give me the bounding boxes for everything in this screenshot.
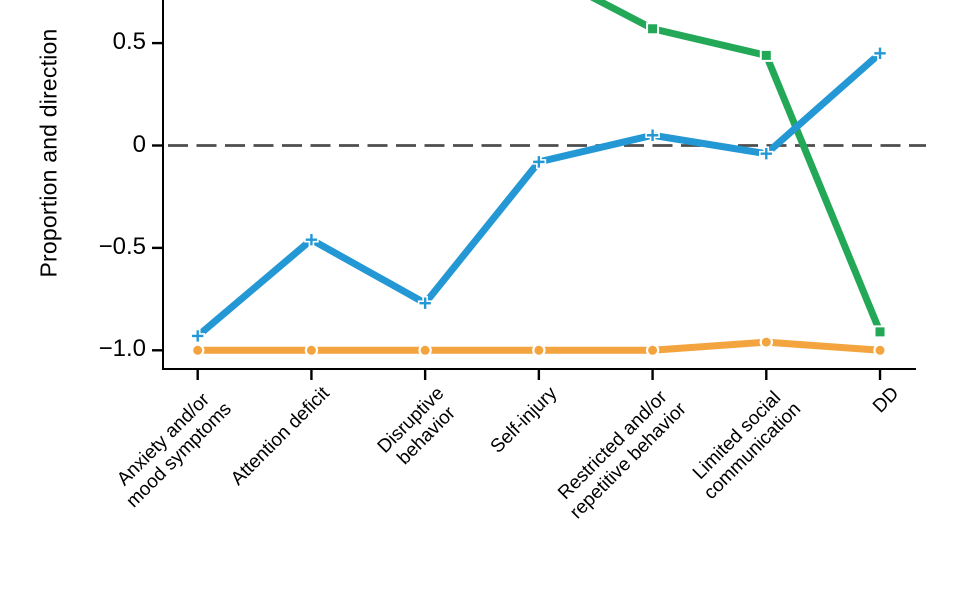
plus-marker — [304, 232, 319, 248]
green-line — [589, 0, 884, 336]
y-tick-label: −1.0 — [98, 335, 146, 363]
y-tick-label: 0.5 — [112, 28, 146, 56]
plus-marker — [872, 46, 888, 61]
circle-marker — [532, 343, 546, 357]
y-tick-label: 0 — [132, 130, 146, 158]
square-marker — [873, 325, 887, 339]
square-marker — [759, 48, 773, 62]
circle-marker — [759, 335, 774, 349]
plus-marker — [531, 154, 547, 170]
circle-marker — [190, 343, 205, 357]
plus-marker — [417, 295, 433, 311]
plus-marker — [190, 328, 205, 344]
circle-marker — [418, 343, 432, 357]
circle-marker — [645, 343, 660, 357]
circle-marker — [873, 343, 887, 357]
circle-marker — [304, 343, 319, 357]
y-tick-label: −0.5 — [98, 232, 146, 260]
plus-marker — [759, 146, 774, 161]
square-marker — [646, 22, 660, 36]
y-axis-label: Proportion and direction — [35, 28, 62, 278]
plus-marker — [645, 127, 660, 143]
blue-line — [194, 49, 884, 340]
